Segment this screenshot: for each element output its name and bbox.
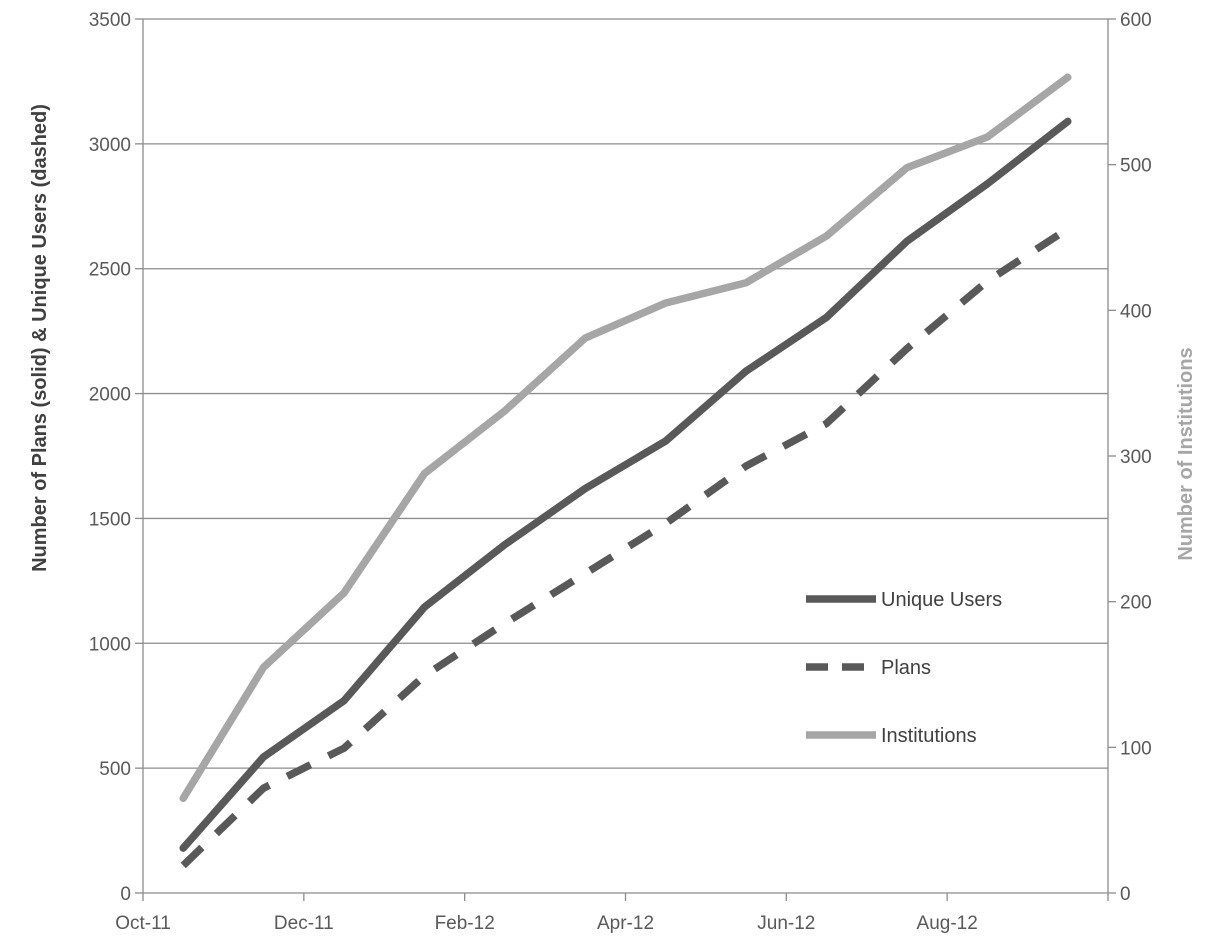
series-line-institutions — [179, 73, 1072, 803]
axes — [135, 18, 1116, 901]
y-axis-tick-labels: 0 500 1000 1500 2000 2500 3000 3500 — [89, 10, 131, 905]
y-axis-title: Number of Plans (solid) & Unique Users (… — [29, 104, 51, 572]
y-axis-tick-label: 2500 — [89, 260, 131, 281]
y2-axis-tick-label: 400 — [1120, 301, 1152, 322]
y2-axis-tick-label: 100 — [1120, 738, 1152, 759]
legend: Unique Users Plans Institutions — [806, 589, 1002, 747]
x-axis-tick-label: Aug-12 — [917, 913, 978, 934]
y2-axis-tick-label: 0 — [1120, 884, 1131, 905]
y2-axis-title: Number of Institutions — [1175, 347, 1197, 560]
y-axis-tick-label: 3000 — [89, 135, 131, 156]
x-axis-tick-label: Feb-12 — [435, 913, 495, 934]
x-axis-tick-label: Jun-12 — [757, 913, 815, 934]
legend-label: Institutions — [881, 725, 977, 747]
y-axis-tick-label: 500 — [99, 759, 131, 780]
y2-axis-tick-labels: 0 100 200 300 400 500 600 — [1120, 10, 1152, 905]
y2-axis-tick-label: 600 — [1120, 10, 1152, 31]
y2-axis-tick-label: 500 — [1120, 156, 1152, 177]
y2-axis-tick-label: 300 — [1120, 447, 1152, 468]
x-axis-tick-label: Dec-11 — [274, 913, 334, 934]
y-axis-tick-label: 0 — [120, 884, 131, 905]
series-line-plans — [180, 225, 1070, 869]
x-axis-tick-label: Oct-11 — [115, 913, 171, 934]
gridlines — [143, 18, 1108, 769]
y-axis-tick-label: 3500 — [89, 10, 131, 31]
series-line-unique-users — [179, 117, 1072, 852]
legend-label: Unique Users — [881, 589, 1002, 611]
y-axis-tick-label: 1000 — [89, 634, 131, 655]
legend-label: Plans — [881, 657, 931, 679]
series-lines — [179, 73, 1072, 869]
x-axis-tick-labels: Oct-11 Dec-11 Feb-12 Apr-12 Jun-12 Aug-12 — [115, 913, 978, 934]
y-axis-tick-label: 2000 — [89, 385, 131, 406]
y-axis-tick-label: 1500 — [89, 509, 131, 530]
x-axis-tick-label: Apr-12 — [597, 913, 654, 934]
y2-axis-tick-label: 200 — [1120, 593, 1152, 614]
